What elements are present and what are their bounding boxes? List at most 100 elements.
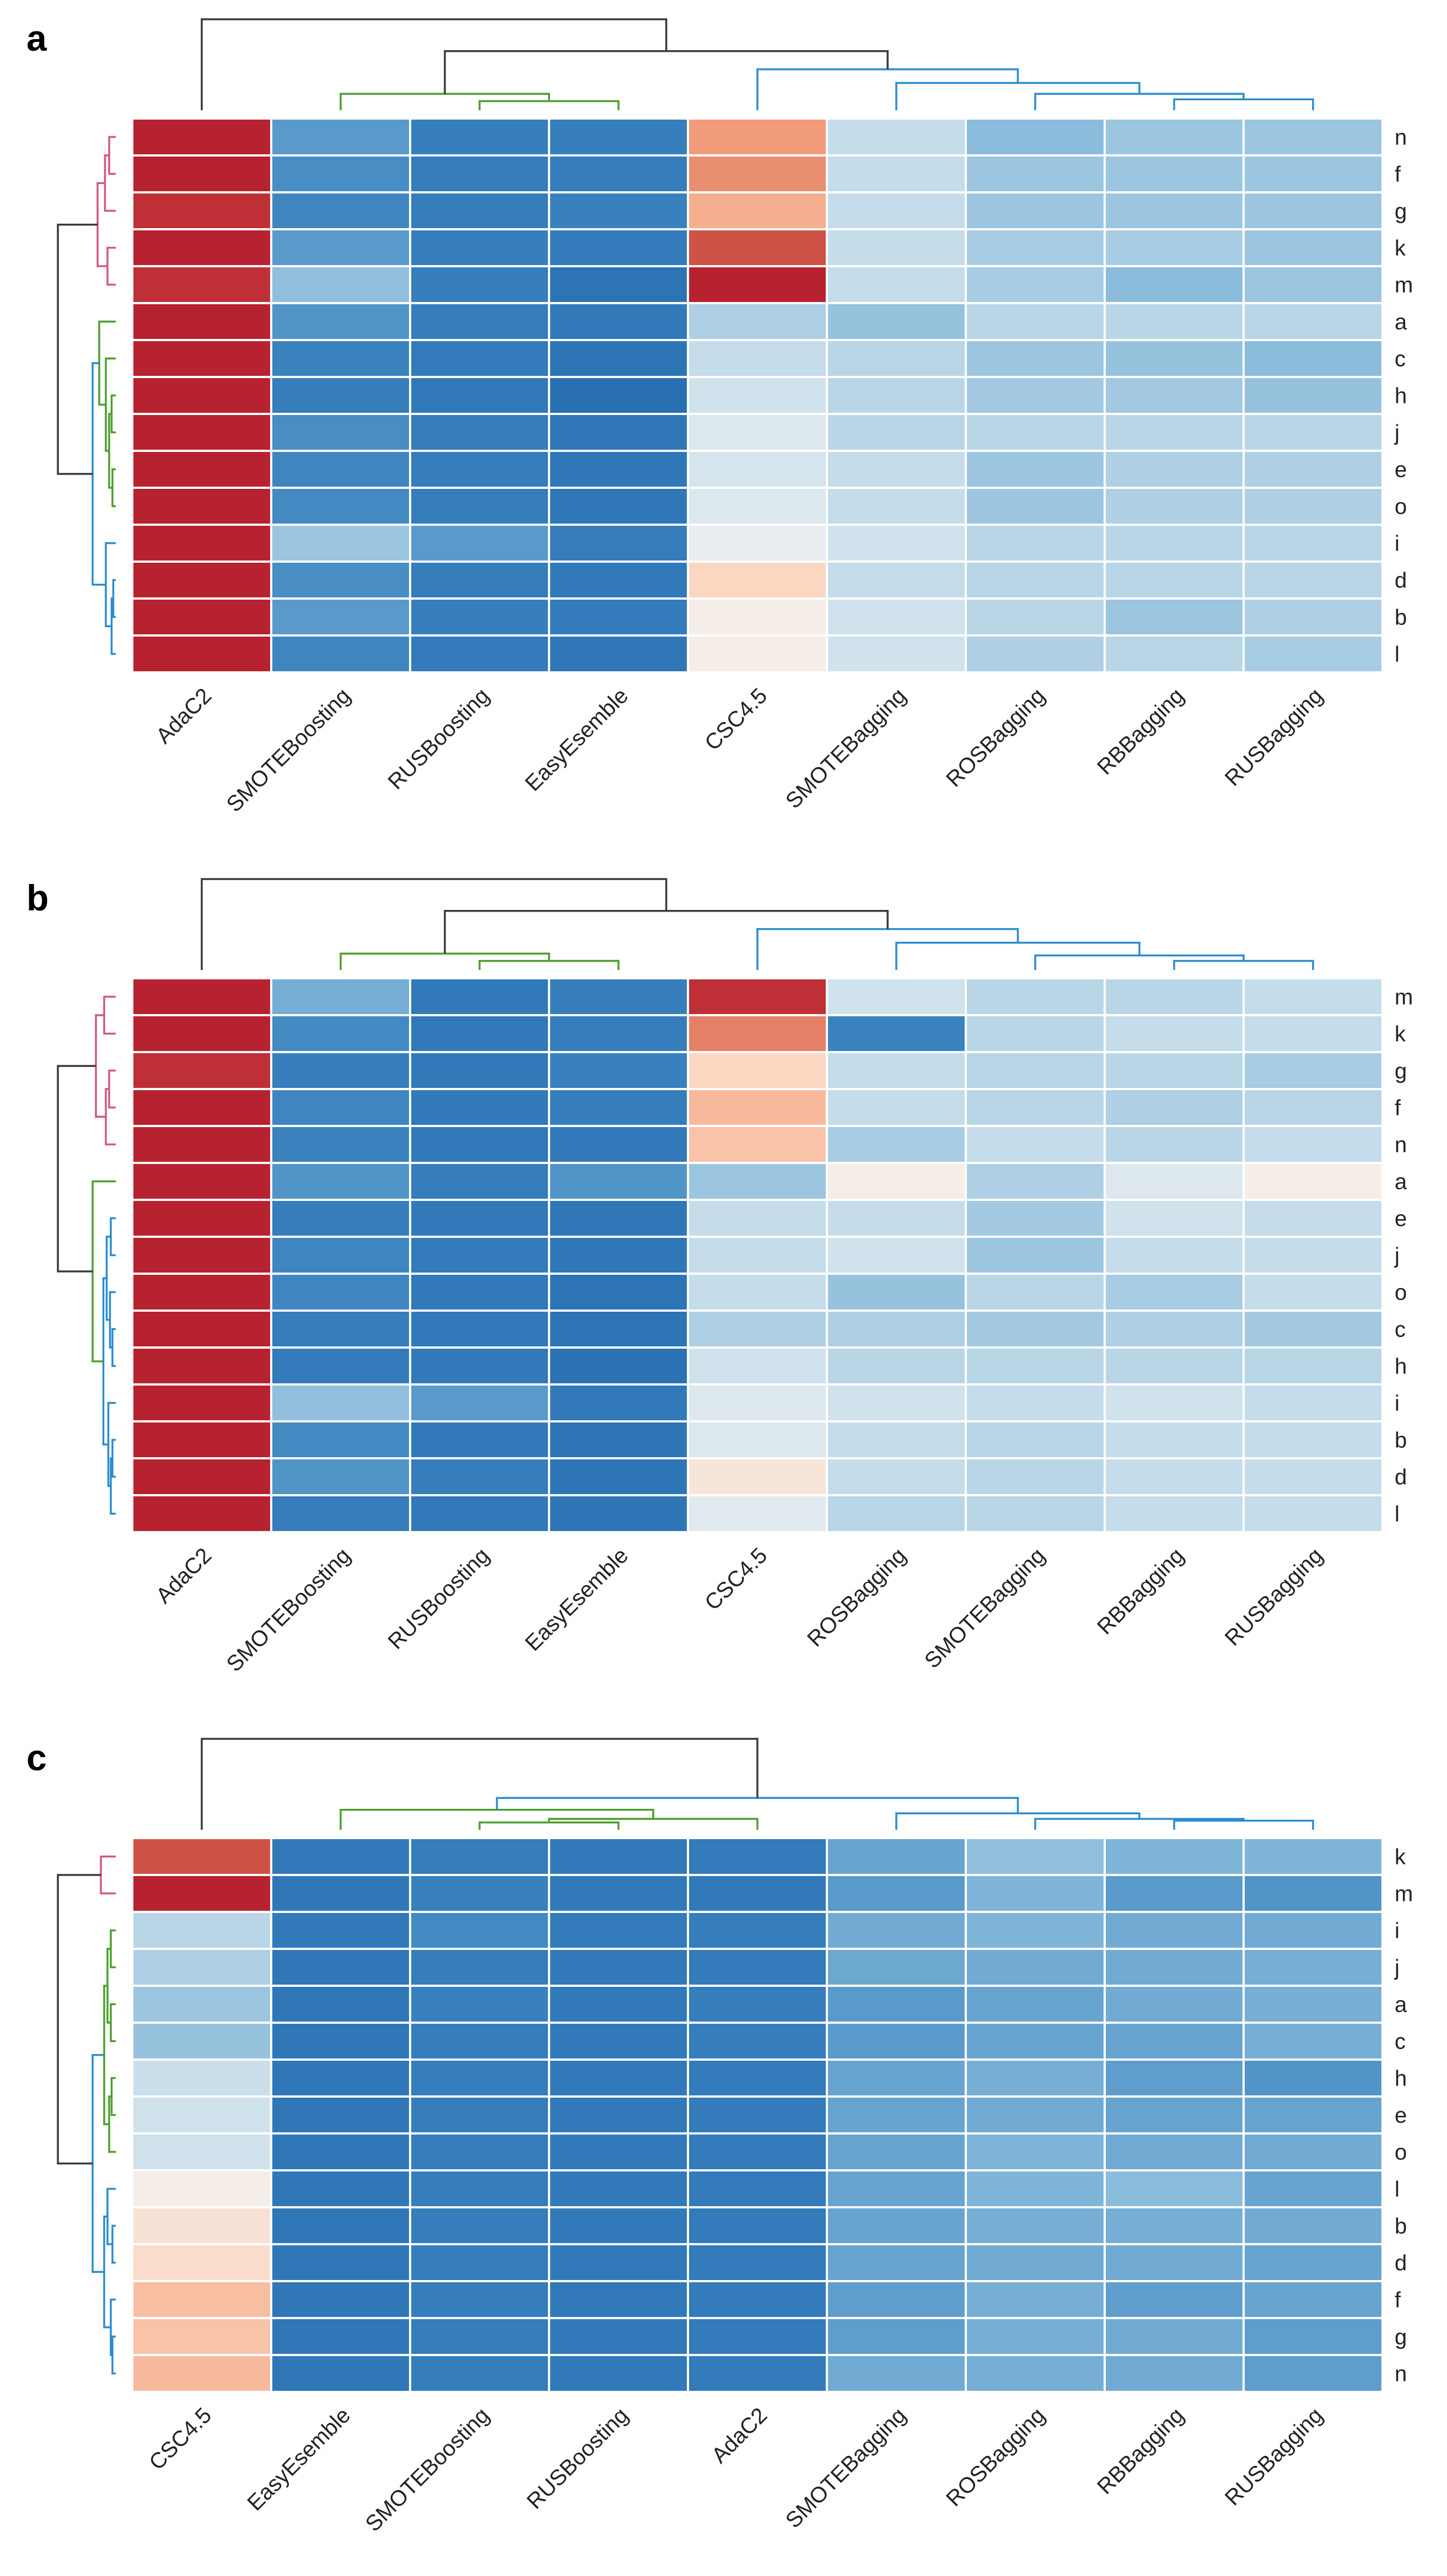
heatmap-cell (689, 378, 826, 413)
heatmap-cell (689, 1201, 826, 1236)
heatmap-cell (1245, 1201, 1381, 1236)
heatmap-cells (133, 120, 1381, 671)
row-dendrogram-branch (110, 2003, 116, 2043)
heatmap-cell (967, 1312, 1104, 1346)
row-dendrogram-branch (110, 1929, 116, 1969)
heatmap-cell (133, 2245, 270, 2280)
column-dendrogram-branch (478, 100, 620, 110)
heatmap-cell (550, 1950, 687, 1985)
heatmap-cell (1106, 1459, 1242, 1494)
column-labels: CSC4.5 EasyEsemble SMOTEBoosting RUSBoostin… (144, 2403, 1327, 2536)
heatmap-cell (550, 267, 687, 302)
heatmap-cell (272, 304, 409, 339)
heatmap-cell (828, 415, 965, 450)
heatmap-cell (550, 637, 687, 671)
heatmap-cell (967, 600, 1104, 634)
heatmap-cell (828, 120, 965, 154)
row-label: o (1395, 2141, 1407, 2165)
column-dendrogram-branch (444, 910, 889, 954)
heatmap-cell (967, 526, 1104, 561)
heatmap-cell (133, 1950, 270, 1985)
row-dendrogram-branch (110, 2077, 116, 2116)
heatmap-cell (1106, 2356, 1242, 2391)
heatmap-cell (1245, 637, 1381, 671)
heatmap-cell (1106, 1349, 1242, 1383)
heatmap-cell (1245, 1422, 1381, 1457)
heatmap-cell (967, 1422, 1104, 1457)
heatmap-cell (272, 1349, 409, 1383)
heatmap-cell (1245, 2319, 1381, 2354)
heatmap-cell (828, 1876, 965, 1911)
heatmap-cell (828, 2319, 965, 2354)
row-label: b (1395, 2214, 1407, 2239)
row-label: m (1395, 273, 1413, 298)
heatmap-cell (133, 2282, 270, 2317)
heatmap-cell (828, 1053, 965, 1088)
heatmap-cell (1106, 1164, 1242, 1199)
row-label: h (1395, 384, 1407, 408)
column-dendrogram-branch (340, 952, 550, 970)
heatmap-cell (828, 2245, 965, 2280)
heatmap-cell (1245, 267, 1381, 302)
heatmap-cell (1245, 1090, 1381, 1125)
heatmap-cell (550, 452, 687, 487)
heatmap-cell (550, 2061, 687, 2095)
heatmap-cell (1106, 1275, 1242, 1309)
heatmap-cell (411, 2135, 548, 2169)
heatmap-cell (550, 1016, 687, 1051)
column-dendrogram-branch (756, 928, 1019, 970)
heatmap-cell (272, 120, 409, 154)
column-label: ROSBagging (942, 2403, 1050, 2511)
column-dendrogram-branch (201, 18, 668, 110)
heatmap-cell (272, 1090, 409, 1125)
heatmap-cell (967, 2282, 1104, 2317)
heatmap-cell (689, 1127, 826, 1162)
heatmap-cell (550, 1312, 687, 1346)
heatmap-cell (967, 2319, 1104, 2354)
heatmap-cell (133, 1016, 270, 1051)
heatmap-cell (689, 415, 826, 450)
heatmap-cell (1106, 2245, 1242, 2280)
row-label: j (1394, 1244, 1400, 1268)
heatmap-cell (689, 1496, 826, 1531)
heatmap-cell (828, 1987, 965, 2022)
heatmap-cell (689, 2208, 826, 2243)
row-dendrogram-branch (57, 1065, 96, 1273)
heatmap-cell (272, 637, 409, 671)
heatmap-cell (1245, 526, 1381, 561)
row-dendrogram (57, 1855, 116, 2375)
heatmap-cell (1106, 1422, 1242, 1457)
heatmap-cell (411, 304, 548, 339)
heatmap-cell (828, 1164, 965, 1199)
row-label: b (1395, 1429, 1407, 1453)
column-label: SMOTEBagging (920, 1543, 1050, 1673)
heatmap-cell (828, 2356, 965, 2391)
heatmap-cell (967, 1349, 1104, 1383)
heatmap-cell (828, 637, 965, 671)
row-dendrogram (57, 995, 116, 1515)
heatmap-cell (828, 1459, 965, 1494)
heatmap-cell (133, 2319, 270, 2354)
heatmap-cell (689, 2245, 826, 2280)
heatmap-cell (689, 1275, 826, 1309)
heatmap-cell (1245, 1913, 1381, 1948)
heatmap-cell (1245, 2245, 1381, 2280)
heatmap-cell (1245, 1127, 1381, 1162)
heatmap-cell (1245, 1275, 1381, 1309)
heatmap-cell (411, 1016, 548, 1051)
heatmap-cell (967, 979, 1104, 1014)
heatmap-cell (1106, 193, 1242, 228)
heatmap-cell (1106, 157, 1242, 191)
heatmap-cell (689, 2135, 826, 2169)
row-label: b (1395, 606, 1407, 630)
heatmap-cell (272, 600, 409, 634)
heatmap-cell (689, 526, 826, 561)
heatmap-cell (689, 2356, 826, 2391)
heatmap-cell (967, 637, 1104, 671)
heatmap-cell (272, 2135, 409, 2169)
heatmap-cell (272, 1839, 409, 1874)
heatmap-cell (133, 1913, 270, 1948)
heatmap-cell (1106, 1913, 1242, 1948)
row-label: g (1395, 200, 1407, 224)
heatmap-cell (828, 1839, 965, 1874)
